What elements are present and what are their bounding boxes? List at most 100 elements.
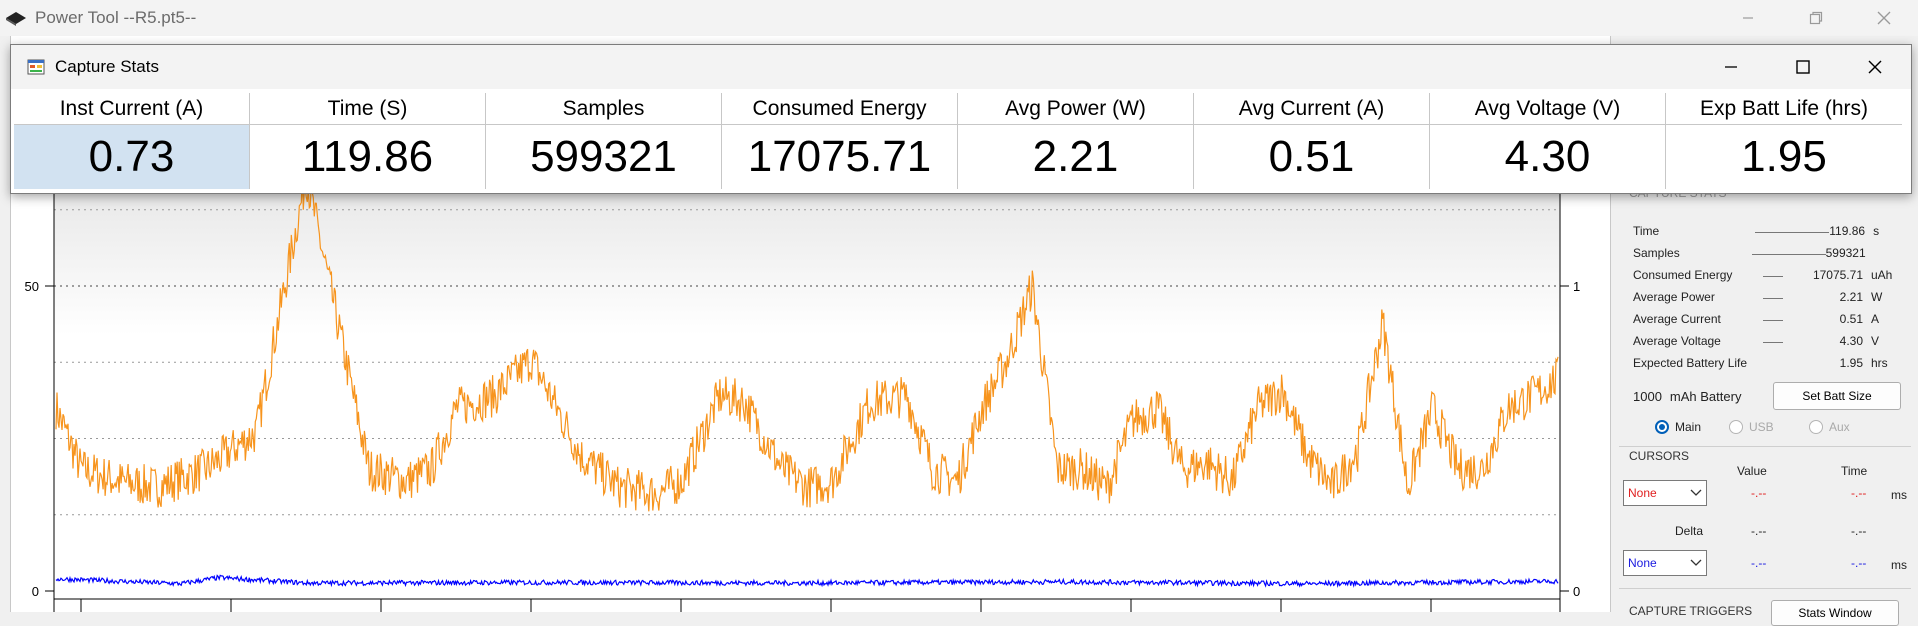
- cursor2-value: -.--: [1751, 556, 1767, 570]
- minimize-icon: [1743, 17, 1753, 19]
- stat-row-samples: Samples 599321: [1633, 242, 1903, 264]
- stat-unit: uAh: [1871, 268, 1893, 282]
- dialog-minimize-button[interactable]: [1695, 45, 1767, 89]
- stat-header: Exp Batt Life (hrs): [1666, 93, 1902, 125]
- channel-label: Main: [1675, 420, 1702, 434]
- channel-label: USB: [1749, 420, 1774, 434]
- stat-value: 599321: [1825, 246, 1866, 260]
- capture-stats-dialog: Capture Stats Inst Current (A) 0.73 Time…: [10, 44, 1912, 194]
- stat-col-time[interactable]: Time (S) 119.86: [250, 93, 486, 189]
- cursor1-time: -.--: [1851, 486, 1867, 500]
- series-line-voltage: [55, 574, 1559, 588]
- cursor1-select-value: None: [1628, 486, 1657, 500]
- stat-row-average-voltage: Average Voltage 4.30 V: [1633, 330, 1903, 352]
- close-icon: [1877, 11, 1891, 25]
- cursor2-unit: ms: [1891, 558, 1907, 572]
- channel-radio-main[interactable]: Main: [1655, 420, 1701, 434]
- stat-value: 0.51: [1268, 132, 1355, 181]
- cursor2-time: -.--: [1851, 556, 1867, 570]
- stat-label: Average Voltage: [1633, 334, 1721, 348]
- right-tick-label: 1: [1573, 279, 1580, 294]
- stat-header: Samples: [486, 93, 721, 125]
- stat-col-exp-batt-life[interactable]: Exp Batt Life (hrs) 1.95: [1666, 93, 1902, 189]
- minimize-button[interactable]: [1714, 0, 1782, 36]
- stat-value: 119.86: [301, 132, 434, 181]
- stat-leader: [1763, 319, 1783, 321]
- stat-row-consumed-energy: Consumed Energy 17075.71 uAh: [1633, 264, 1903, 286]
- stat-value: 119.86: [1829, 224, 1866, 238]
- plot-background: [54, 186, 1560, 612]
- radio-icon[interactable]: [1809, 420, 1823, 434]
- stat-col-avg-current[interactable]: Avg Current (A) 0.51: [1194, 93, 1430, 189]
- stat-row-average-power: Average Power 2.21 W: [1633, 286, 1903, 308]
- stat-header: Inst Current (A): [14, 93, 249, 125]
- close-icon: [1868, 60, 1882, 74]
- stat-leader: [1752, 253, 1826, 255]
- cursor2-select[interactable]: None: [1623, 550, 1707, 576]
- dialog-title-bar[interactable]: Capture Stats: [11, 45, 1911, 89]
- series-line-current: [55, 175, 1559, 512]
- dialog-title: Capture Stats: [55, 57, 159, 76]
- stat-header: Avg Voltage (V): [1430, 93, 1665, 125]
- window-title: Power Tool --R5.pt5--: [35, 8, 197, 27]
- channel-radio-aux[interactable]: Aux: [1809, 420, 1850, 434]
- group-divider: [1619, 588, 1911, 589]
- radio-icon[interactable]: [1729, 420, 1743, 434]
- stat-header: Avg Current (A): [1194, 93, 1429, 125]
- stat-label: Time: [1633, 224, 1660, 238]
- stat-unit: s: [1873, 224, 1880, 238]
- stat-unit: hrs: [1871, 356, 1888, 370]
- stat-value: 599321: [530, 132, 677, 181]
- stat-value: 2.21: [1839, 290, 1863, 304]
- stat-col-inst-current[interactable]: Inst Current (A) 0.73: [14, 93, 250, 189]
- maximize-icon: [1796, 60, 1810, 74]
- battery-row: 1000 mAh Battery: [1633, 382, 1913, 410]
- delta-value: -.--: [1751, 524, 1767, 538]
- stat-col-avg-power[interactable]: Avg Power (W) 2.21: [958, 93, 1194, 189]
- power-chart[interactable]: 50 0 1 0: [11, 36, 1611, 612]
- stat-header: Time (S): [250, 93, 485, 125]
- stat-value: 1.95: [1741, 132, 1827, 181]
- stat-label: Consumed Energy: [1633, 268, 1733, 282]
- cursor1-select[interactable]: None: [1623, 480, 1707, 506]
- stats-window-button[interactable]: Stats Window: [1771, 600, 1899, 626]
- close-button[interactable]: [1850, 0, 1918, 36]
- dialog-maximize-button[interactable]: [1767, 45, 1839, 89]
- stat-col-consumed-energy[interactable]: Consumed Energy 17075.71: [722, 93, 958, 189]
- stat-leader: [1763, 297, 1783, 299]
- cursor-time-header: Time: [1841, 464, 1868, 478]
- capture-triggers-group-label: CAPTURE TRIGGERS: [1629, 604, 1753, 618]
- stat-value: 17075.71: [747, 132, 932, 181]
- channel-radio-usb[interactable]: USB: [1729, 420, 1774, 434]
- set-batt-size-button[interactable]: Set Batt Size: [1773, 382, 1901, 410]
- stat-col-samples[interactable]: Samples 599321: [486, 93, 722, 189]
- stats-grid: Inst Current (A) 0.73 Time (S) 119.86 Sa…: [14, 93, 1902, 189]
- minimize-icon: [1725, 66, 1737, 68]
- group-divider: [1619, 446, 1911, 447]
- stat-unit: A: [1871, 312, 1880, 326]
- restore-button[interactable]: [1782, 0, 1850, 36]
- cursor1-unit: ms: [1891, 488, 1907, 502]
- restore-icon: [1809, 11, 1823, 25]
- cursors-group-label: CURSORS: [1629, 449, 1690, 463]
- stat-col-avg-voltage[interactable]: Avg Voltage (V) 4.30: [1430, 93, 1666, 189]
- stat-row-time: Time 119.86 s: [1633, 220, 1903, 242]
- cursor1-value: -.--: [1751, 486, 1767, 500]
- stat-header: Avg Power (W): [958, 93, 1193, 125]
- stat-label: Average Power: [1633, 290, 1715, 304]
- stat-label: Average Current: [1633, 312, 1721, 326]
- stat-label: Samples: [1633, 246, 1680, 260]
- cursor-value-header: Value: [1737, 464, 1767, 478]
- stat-value: 17075.71: [1812, 268, 1863, 282]
- dialog-close-button[interactable]: [1839, 45, 1911, 89]
- stat-value: 1.95: [1839, 356, 1863, 370]
- stat-leader: [1763, 275, 1783, 277]
- radio-selected-icon[interactable]: [1655, 420, 1669, 434]
- left-tick-label: 0: [32, 584, 39, 599]
- battery-size-value[interactable]: 1000: [1633, 388, 1662, 404]
- left-tick-label: 50: [25, 279, 39, 294]
- channel-label: Aux: [1829, 420, 1850, 434]
- stat-value: 0.51: [1839, 312, 1863, 326]
- right-tick-label: 0: [1573, 584, 1580, 599]
- delta-label: Delta: [1675, 524, 1704, 538]
